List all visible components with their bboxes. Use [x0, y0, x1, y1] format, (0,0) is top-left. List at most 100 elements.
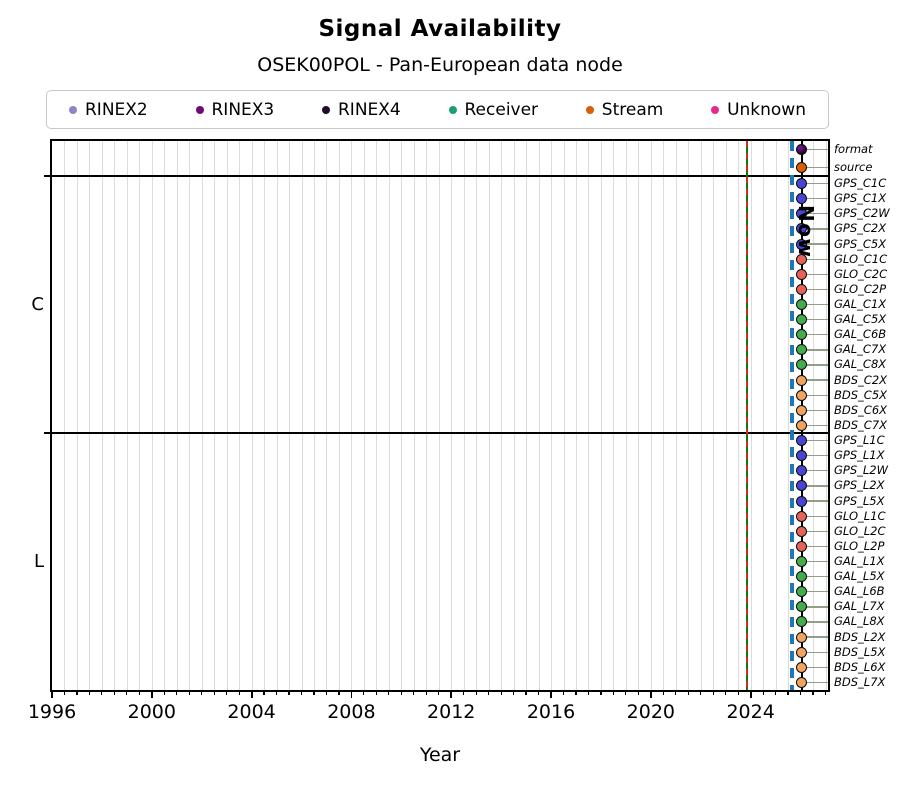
legend-dot-icon	[585, 105, 594, 114]
marker-GPS_C5X	[796, 238, 808, 250]
x-minor-tick	[562, 690, 565, 695]
x-minor-tick	[488, 690, 490, 695]
section-divider	[52, 431, 828, 435]
row-leader-line	[801, 681, 828, 684]
x-minor-tick	[600, 690, 602, 695]
row-leader-line	[801, 455, 828, 457]
gridline	[226, 141, 228, 690]
x-major-tick	[150, 690, 153, 698]
gridline	[251, 141, 253, 690]
x-minor-tick	[812, 690, 814, 695]
marker-GPS_L1C	[796, 435, 808, 447]
row-leader-line	[801, 530, 828, 532]
signal-row-label: GLO_L2P	[834, 538, 885, 553]
marker-BDS_C2X	[796, 374, 808, 386]
x-minor-tick	[737, 690, 739, 695]
legend-dot-icon	[322, 105, 330, 114]
marker-GAL_L8X	[796, 616, 808, 628]
marker-GLO_L2C	[796, 525, 808, 537]
signal-row-label: GLO_L1C	[834, 508, 886, 523]
gridline	[114, 141, 116, 690]
x-major-tick	[450, 690, 453, 698]
signal-row-label: GLO_C2C	[834, 266, 888, 281]
signal-row-label: BDS_L5X	[834, 644, 886, 659]
signal-row-label: BDS_L2X	[834, 629, 886, 644]
signal-row-label: GAL_C7X	[834, 342, 887, 357]
gridline	[563, 141, 565, 690]
chart-subtitle: OSEK00POL - Pan-European data node	[257, 54, 623, 76]
gridline	[363, 141, 365, 690]
gridline	[451, 141, 453, 690]
legend-label: Stream	[601, 99, 664, 120]
x-minor-tick	[213, 690, 215, 695]
gridline	[264, 141, 266, 690]
gridline	[201, 141, 203, 690]
gridline	[313, 141, 315, 690]
x-minor-tick	[138, 690, 140, 695]
gridline	[600, 141, 602, 690]
row-leader-line	[801, 591, 828, 593]
y-section-tick	[44, 175, 52, 177]
row-leader-line	[801, 364, 828, 366]
row-leader-line	[801, 243, 828, 245]
x-minor-tick	[226, 690, 228, 695]
row-leader-line	[801, 258, 828, 260]
legend-label: RINEX4	[338, 99, 401, 120]
signal-row-label: GPS_L2W	[834, 463, 888, 478]
x-tick-label: 2008	[327, 701, 376, 723]
y-section-label-L: L	[33, 550, 44, 572]
x-minor-tick	[300, 690, 303, 695]
marker-GPS_C1X	[796, 193, 808, 205]
x-minor-tick	[263, 690, 265, 695]
row-leader-line	[801, 666, 828, 669]
x-major-tick	[350, 690, 353, 698]
gridline	[388, 141, 390, 690]
gridline	[76, 141, 78, 690]
row-leader-line	[801, 651, 828, 653]
marker-GPS_L2W	[796, 465, 808, 477]
gridline	[338, 141, 340, 690]
gridline	[301, 141, 303, 690]
signal-row-label: GPS_L2X	[834, 478, 885, 493]
marker-GAL_C1X	[796, 299, 808, 310]
x-tick-label: 2024	[726, 701, 775, 723]
signal-row-label: GPS_L1X	[834, 448, 885, 463]
signal-row-label: GAL_L7X	[834, 599, 885, 614]
x-minor-tick	[101, 690, 103, 695]
row-leader-line	[801, 621, 828, 623]
signal-row-label: BDS_C6X	[834, 402, 888, 417]
signal-row-label: BDS_L7X	[834, 674, 886, 689]
x-minor-tick	[313, 690, 315, 695]
row-leader-line	[801, 273, 828, 275]
marker-GAL_C6B	[796, 329, 808, 341]
signal-row-label: GAL_L1X	[834, 554, 885, 568]
gridline	[738, 141, 740, 690]
blue-dashed-line	[790, 141, 794, 690]
x-minor-tick	[525, 690, 527, 695]
gridline	[438, 141, 440, 690]
x-minor-tick	[88, 690, 90, 695]
x-minor-tick	[63, 690, 66, 695]
gridline	[164, 141, 166, 690]
x-minor-tick	[201, 690, 203, 695]
legend-item-stream: Stream	[585, 99, 664, 120]
legend-label: RINEX3	[211, 99, 275, 120]
signal-row-label: GLO_C1C	[834, 251, 888, 266]
x-major-tick	[649, 690, 652, 698]
x-minor-tick	[176, 690, 178, 695]
green-red-dashed-line	[745, 141, 749, 690]
row-leader-line	[801, 182, 828, 185]
signal-row-label: GPS_C5X	[834, 236, 887, 251]
gridline	[775, 141, 777, 690]
x-minor-tick	[388, 690, 390, 695]
gridline	[126, 141, 128, 690]
gridline	[513, 141, 515, 690]
x-major-tick	[51, 690, 53, 698]
x-minor-tick	[500, 690, 502, 695]
gridline	[488, 141, 490, 690]
x-minor-tick	[76, 690, 78, 695]
x-minor-tick	[363, 690, 365, 695]
row-leader-line	[801, 576, 828, 578]
gridline	[101, 141, 103, 690]
